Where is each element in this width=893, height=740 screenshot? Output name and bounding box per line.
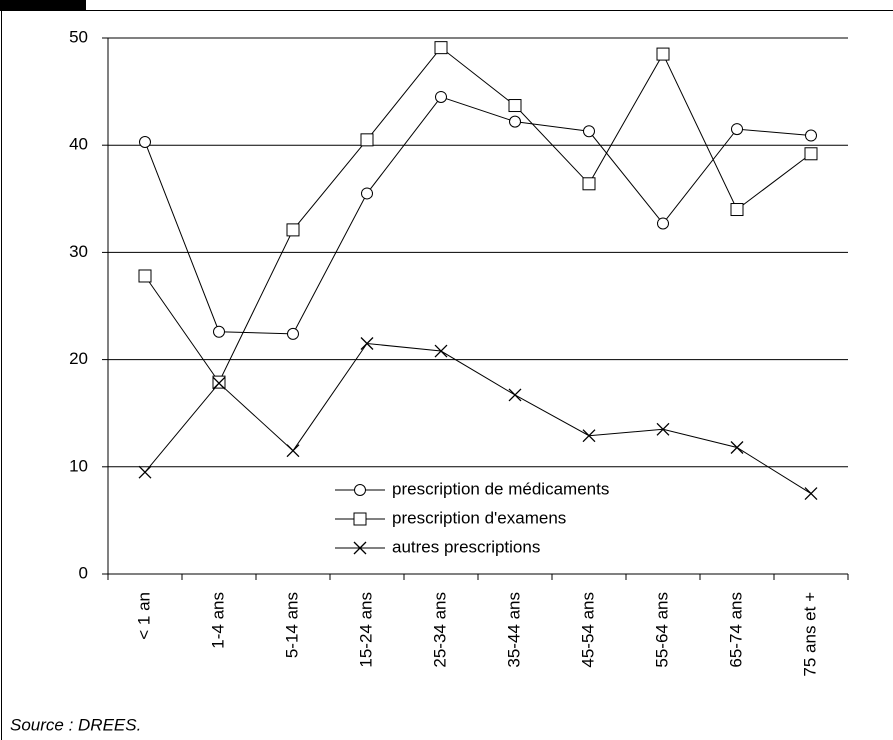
x-tick-label: 65-74 ans	[726, 592, 745, 668]
legend-label: autres prescriptions	[392, 537, 540, 556]
marker	[583, 125, 595, 138]
marker	[435, 90, 447, 103]
legend-marker	[353, 541, 367, 555]
x-tick-label: 55-64 ans	[652, 592, 671, 668]
marker	[434, 344, 448, 358]
x-tick-label: 75 ans et +	[800, 592, 819, 677]
marker	[509, 115, 521, 128]
x-tick-label: 5-14 ans	[282, 592, 301, 658]
x-tick-label: 25-34 ans	[430, 592, 449, 668]
legend-label: prescription de médicaments	[392, 479, 609, 498]
marker	[582, 429, 596, 443]
source-note: Source : DREES.	[10, 715, 141, 734]
y-tick-label: 40	[69, 135, 88, 154]
marker	[657, 217, 669, 230]
y-tick-label: 0	[79, 563, 88, 582]
marker	[805, 129, 817, 142]
legend-label: prescription d'examens	[392, 508, 566, 527]
marker	[360, 133, 374, 147]
marker	[212, 375, 226, 389]
marker	[287, 327, 299, 340]
marker	[508, 388, 522, 402]
marker	[730, 203, 744, 217]
x-tick-label: 1-4 ans	[208, 592, 227, 649]
x-tick-label: < 1 an	[134, 592, 153, 640]
y-tick-label: 50	[69, 27, 88, 46]
series-line	[144, 342, 812, 495]
legend-marker	[354, 484, 366, 496]
marker	[138, 465, 152, 479]
marker	[212, 376, 226, 390]
legend-marker	[353, 512, 367, 526]
marker	[804, 147, 818, 161]
y-tick-label: 10	[69, 456, 88, 475]
x-tick-label: 45-54 ans	[578, 592, 597, 668]
marker	[656, 47, 670, 61]
marker	[286, 223, 300, 237]
marker	[582, 177, 596, 191]
series-line	[144, 96, 812, 335]
marker	[138, 269, 152, 283]
marker	[656, 422, 670, 436]
marker	[804, 487, 818, 501]
header-block	[0, 0, 86, 11]
marker	[731, 123, 743, 136]
x-tick-label: 35-44 ans	[504, 592, 523, 668]
marker	[730, 441, 744, 454]
marker	[139, 135, 151, 148]
x-tick-label: 15-24 ans	[356, 592, 375, 668]
marker	[286, 444, 300, 458]
y-tick-label: 20	[69, 349, 88, 368]
y-tick-label: 30	[69, 242, 88, 261]
marker	[434, 41, 448, 55]
marker	[213, 325, 225, 338]
marker	[361, 187, 373, 200]
marker	[508, 99, 522, 113]
marker	[360, 337, 374, 350]
series-line	[144, 46, 812, 384]
